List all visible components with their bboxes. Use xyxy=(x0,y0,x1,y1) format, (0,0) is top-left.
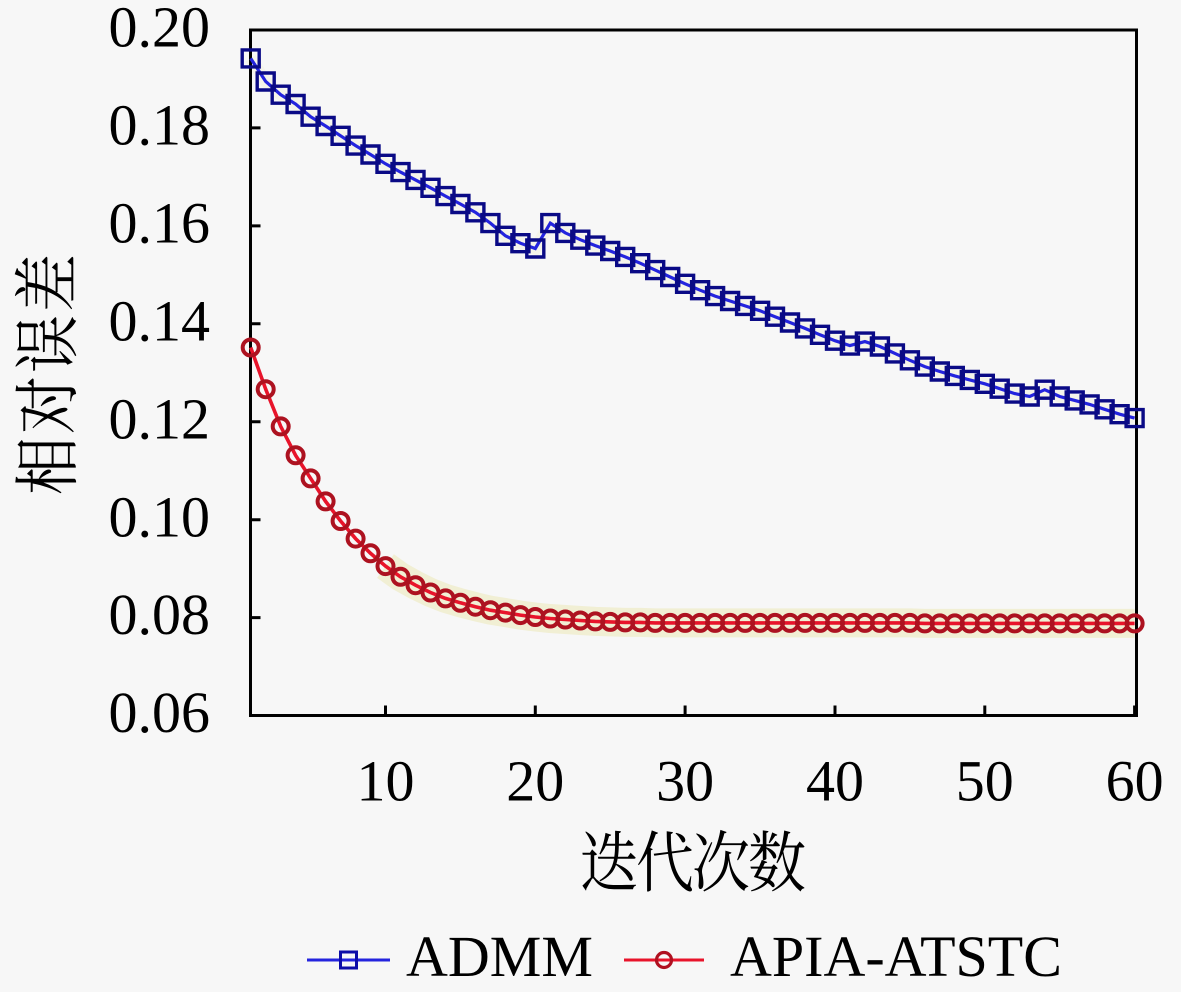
svg-text:0.20: 0.20 xyxy=(109,0,211,60)
svg-text:APIA-ATSTC: APIA-ATSTC xyxy=(730,924,1062,989)
svg-text:50: 50 xyxy=(956,749,1014,814)
svg-text:10: 10 xyxy=(357,749,415,814)
svg-text:ADMM: ADMM xyxy=(406,924,593,989)
svg-text:40: 40 xyxy=(806,749,864,814)
svg-text:0.16: 0.16 xyxy=(109,191,211,256)
svg-text:60: 60 xyxy=(1106,749,1164,814)
svg-text:30: 30 xyxy=(656,749,714,814)
svg-text:0.08: 0.08 xyxy=(109,582,211,647)
svg-text:0.12: 0.12 xyxy=(109,386,211,451)
svg-text:0.14: 0.14 xyxy=(109,288,211,353)
svg-text:0.10: 0.10 xyxy=(109,484,211,549)
svg-text:0.06: 0.06 xyxy=(109,680,211,745)
svg-text:0.18: 0.18 xyxy=(109,93,211,158)
svg-text:20: 20 xyxy=(506,749,564,814)
